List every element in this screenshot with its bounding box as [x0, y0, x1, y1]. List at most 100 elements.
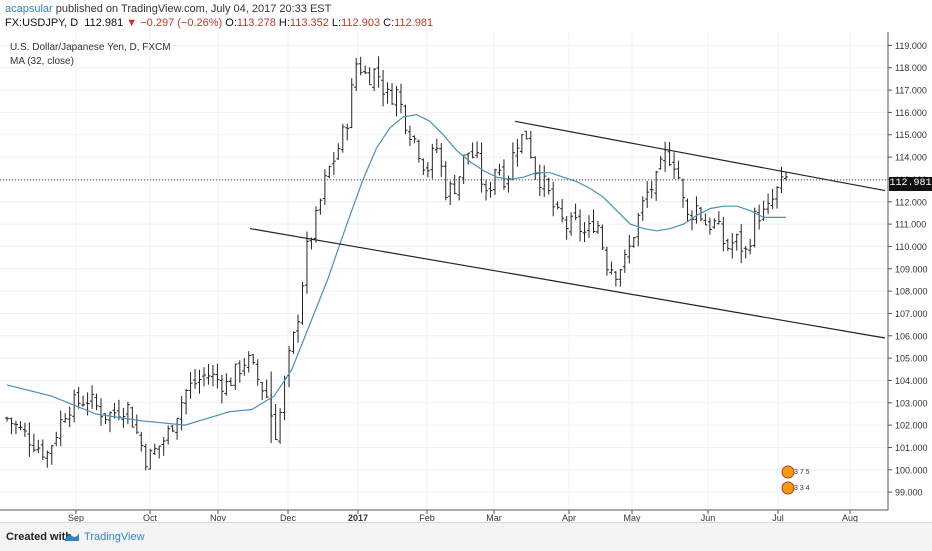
ohlc-bar: [636, 212, 641, 247]
high-value: 113.352: [289, 17, 329, 29]
tradingview-link[interactable]: TradingView: [84, 531, 145, 543]
ohlc-bar: [31, 433, 36, 453]
y-tick-label: 109.000: [895, 264, 928, 274]
ohlc-bar: [233, 363, 238, 391]
ma-line: [6, 113, 786, 426]
ohlc-bar: [125, 401, 130, 425]
ohlc-bar: [184, 388, 189, 415]
ohlc-bar: [484, 179, 489, 201]
ohlc-bar: [210, 364, 215, 387]
ohlc-bar: [425, 162, 430, 178]
upper-channel-line[interactable]: [514, 120, 886, 192]
ohlc-bar: [609, 261, 614, 275]
ohlc-bar: [528, 130, 533, 159]
last-price: 112.981: [84, 17, 124, 29]
ohlc-bar: [255, 359, 260, 386]
ohlc-bar: [322, 169, 327, 206]
publish-line: acapsular published on TradingView.com, …: [5, 3, 331, 15]
ohlc-bar: [63, 413, 68, 423]
lower-channel-line[interactable]: [249, 227, 886, 339]
ohlc-bar: [475, 141, 480, 159]
open-label: O:: [225, 17, 237, 29]
x-tick-label: Feb: [419, 513, 435, 522]
ohlc-bar: [743, 246, 748, 259]
events-icon[interactable]: 3 7 5 3 3 4: [781, 465, 810, 495]
y-tick-label: 112.000: [895, 197, 927, 207]
indicator-label[interactable]: MA (32, close): [10, 56, 74, 67]
ohlc-bar: [698, 206, 703, 222]
y-axis[interactable]: 99.000 100.000 101.000 102.000 103.000 104.00…: [888, 41, 928, 498]
ohlc-bar: [501, 159, 506, 190]
ohlc-bar: [412, 135, 417, 144]
ohlc-bar: [618, 268, 623, 287]
ohlc-bar: [45, 450, 50, 468]
ohlc-bar: [479, 142, 484, 193]
ohlc-bar: [76, 387, 81, 409]
ohlc-bar: [712, 218, 717, 229]
ohlc-bar: [134, 414, 139, 434]
x-axis[interactable]: Sep Oct Nov Dec 2017 Feb Mar Apr May Jun Jul Aug: [68, 510, 858, 522]
ohlc-bars: [5, 56, 788, 471]
grid-lines: [0, 32, 888, 510]
ohlc-bar: [707, 217, 712, 235]
y-tick-label: 111.000: [895, 220, 926, 230]
ohlc-bar: [506, 175, 511, 193]
ohlc-bar: [18, 421, 23, 431]
ohlc-bar: [40, 439, 45, 460]
ohlc-bar: [443, 161, 448, 201]
ohlc-bar: [582, 222, 587, 243]
x-tick-label: Oct: [143, 513, 158, 522]
ohlc-bar: [403, 104, 408, 135]
y-tick-label: 107.000: [895, 309, 928, 319]
ohlc-bar: [457, 176, 462, 201]
ohlc-bar: [649, 180, 654, 199]
ohlc-bar: [175, 417, 180, 440]
x-tick-label: Jun: [701, 513, 716, 522]
ohlc-bar: [748, 238, 753, 255]
ohlc-bar: [107, 411, 112, 433]
ohlc-bar: [251, 353, 256, 365]
ohlc-bar: [5, 416, 9, 422]
y-tick-label: 99.000: [895, 488, 923, 498]
ohlc-bar: [645, 181, 650, 208]
ohlc-bar: [533, 156, 538, 180]
ohlc-bar: [390, 83, 395, 105]
publisher-link[interactable]: acapsular: [5, 3, 53, 15]
price-chart[interactable]: 99.000 100.000 101.000 102.000 103.000 104.00…: [0, 32, 932, 522]
ohlc-bar: [318, 198, 323, 215]
ohlc-bar: [627, 234, 632, 264]
tradingview-logo-icon: [65, 533, 79, 541]
trendlines[interactable]: [249, 120, 886, 339]
ohlc-bar: [340, 123, 345, 153]
ohlc-bar: [595, 221, 600, 234]
low-value: 112.903: [341, 17, 381, 29]
ohlc-bar: [725, 238, 730, 251]
ohlc-bar: [398, 83, 403, 114]
y-tick-label: 105.000: [895, 354, 928, 364]
high-label: H:: [278, 17, 290, 29]
ohlc-bar: [161, 436, 166, 456]
ohlc-bar: [99, 398, 104, 426]
ohlc-bar: [604, 246, 609, 276]
ohlc-bar: [689, 210, 694, 231]
y-tick-label: 115.000: [895, 130, 927, 140]
ohlc-bar: [363, 65, 368, 74]
ohlc-bar: [157, 445, 162, 459]
ohlc-bar: [224, 373, 229, 396]
ohlc-bar: [784, 171, 788, 181]
ohlc-bar: [448, 181, 453, 206]
ohlc-bar: [143, 443, 148, 471]
ohlc-bar: [676, 160, 681, 180]
ohlc-bar: [94, 393, 99, 411]
ohlc-bar: [640, 196, 645, 221]
ohlc-bar: [766, 193, 771, 215]
svg-text:3 7 5: 3 7 5: [794, 469, 810, 476]
ohlc-bar: [85, 392, 90, 416]
ohlc-bar: [658, 155, 663, 170]
ohlc-bar: [546, 177, 551, 195]
ohlc-bar: [336, 143, 341, 160]
ohlc-bar: [716, 211, 721, 225]
y-tick-label: 119.000: [895, 41, 927, 51]
footer-bar: Created with TradingView: [0, 522, 932, 551]
ohlc-bar: [407, 125, 412, 146]
